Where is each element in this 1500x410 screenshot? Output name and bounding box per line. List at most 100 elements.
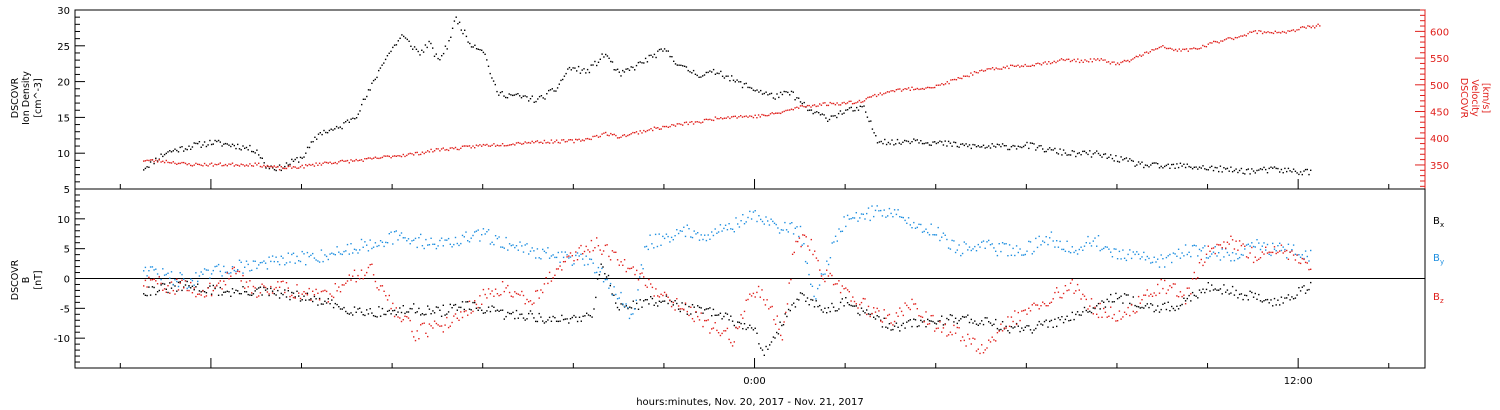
field-series-bz-point [1292,254,1295,256]
field-series-by-point [240,261,242,263]
velocity-series-point [193,164,195,166]
field-series-by-point [1005,243,1007,245]
velocity-series-point [872,94,874,97]
field-series-by-point [270,260,272,263]
density-series-point [615,69,617,71]
field-series-bx-point [374,315,377,318]
density-series-point [1252,170,1255,172]
field-series-bx-point [312,300,314,303]
field-series-by-point [651,243,653,245]
field-series-bx-point [890,329,892,331]
field-series-bx-point [1254,292,1256,295]
field-series-bx-point [1216,289,1218,291]
field-series-by-point [820,273,823,275]
field-series-bx-point [383,313,385,316]
field-series-bx-point [909,319,911,321]
velocity-series-point [1319,25,1321,27]
velocity-series-point [801,105,803,107]
field-series-bz-point [712,327,715,329]
field-series-bz-point [545,277,547,279]
field-series-by-point [552,254,554,256]
field-series-bz-point [151,279,154,281]
density-series-point [207,144,209,146]
velocity-series-point [623,134,626,136]
field-series-bz-point [524,303,526,305]
field-series-by-point [1197,255,1199,257]
density-series-point [212,143,214,145]
velocity-series-point [231,162,234,164]
field-series-bz-point [287,287,289,289]
field-series-bz-point [805,236,807,238]
field-series-bz-point [1261,251,1263,253]
field-series-by-point [1162,258,1164,260]
density-series-point [205,145,208,148]
field-series-bx-point [1101,300,1103,302]
density-series-point [1298,173,1300,176]
field-series-bz-point [528,301,530,303]
velocity-series-point [498,145,500,147]
field-series-bz-point [871,313,873,315]
field-series-bz-point [261,283,263,285]
field-series-bz-point [1303,258,1305,261]
velocity-series-point [1051,62,1054,64]
field-series-bz-point [897,315,899,317]
field-series-bz-point [1134,312,1136,314]
velocity-series-point [838,104,840,106]
field-series-bx-point [331,299,333,301]
velocity-series-point [932,87,934,89]
field-series-bx-point [747,327,749,329]
density-series-point [1273,166,1276,168]
density-series-point [435,53,437,55]
field-series-bz-point [998,330,1000,332]
field-series-bz [143,234,1312,355]
field-series-by-point [622,303,624,305]
field-series-bx-point [538,312,540,315]
density-series-point [808,109,811,111]
field-series-bx-point [195,286,197,288]
density-series-point [763,92,765,95]
density-series-point [597,61,600,63]
field-series-bz-point [1076,283,1079,286]
velocity-series-point [808,104,810,107]
density-series-point [974,144,976,146]
velocity-series-point [1095,59,1097,61]
density-series-point [1177,166,1180,169]
velocity-series-point [355,158,357,161]
field-series-by-point [500,246,502,248]
density-series-point [1118,161,1121,163]
field-series-bx-point [1082,311,1084,313]
field-series-by-point [1202,247,1204,249]
field-series-by-point [1010,254,1013,256]
field-series-by-point [487,229,490,231]
field-series-by-point [747,216,749,219]
field-series-bz-point [916,308,918,310]
field-series-bx-point [190,287,192,289]
velocity-series-point [420,153,422,156]
density-series-point [843,112,845,114]
density-series-point [337,127,340,129]
field-series-bz-point [460,311,462,313]
velocity-series-point [1028,65,1030,67]
field-series-bz-point [697,315,699,318]
density-series-point [1094,152,1096,154]
field-series-bx-point [586,312,588,314]
field-series-bz-point [143,285,145,287]
field-series-bz-point [672,301,674,304]
density-series-point [231,143,234,145]
field-series-bx-point [1218,289,1220,291]
field-series-by-point [334,254,336,256]
velocity-series-point [586,137,589,140]
density-series-point [711,71,713,73]
field-series-bz-point [1230,235,1232,237]
field-series-by-point [824,273,826,275]
density-series-point [1137,161,1140,163]
field-series-bz-point [663,291,666,294]
velocity-series-point [252,165,255,167]
field-series-bz-point [209,282,211,285]
field-series-bz-point [975,350,978,352]
velocity-series-point [1013,65,1016,67]
density-series-point [889,143,891,145]
velocity-series-point [1211,42,1213,44]
field-series-bz-point [172,289,174,292]
velocity-series-point [186,163,188,166]
